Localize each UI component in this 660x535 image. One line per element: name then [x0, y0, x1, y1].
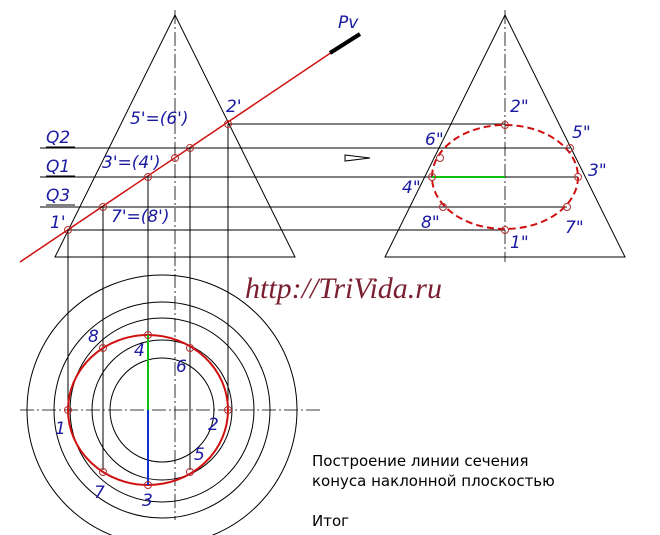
label: 5" [572, 123, 591, 143]
label: 1 [55, 419, 66, 439]
label: 7" [565, 218, 584, 238]
label: 3'=(4') [102, 153, 161, 173]
label: 1' [50, 213, 66, 233]
label: Q2 [46, 128, 70, 148]
caption: Итог [312, 512, 349, 530]
label: 7'=(8') [111, 207, 170, 227]
watermark: http://TriVida.ru [245, 272, 442, 305]
label: 5 [194, 445, 205, 465]
label: Pv [338, 13, 359, 33]
points [64, 120, 582, 489]
base-circles [26, 274, 298, 535]
label: 1" [510, 233, 529, 253]
arrow [344, 154, 371, 162]
label: 2 [208, 415, 219, 435]
label: 8 [88, 327, 99, 347]
label: 2" [510, 97, 529, 117]
caption: Построение линии сечения [312, 452, 528, 470]
label: 5'=(6') [130, 109, 189, 129]
label: 3" [588, 161, 607, 181]
label: 4 [134, 341, 145, 361]
label: Q1 [46, 157, 70, 177]
label: 4" [402, 178, 421, 198]
label: 6 [176, 357, 187, 377]
label: 7 [94, 483, 105, 503]
label: 8" [421, 213, 440, 233]
plane-trace [328, 32, 362, 55]
caption: конуса наклонной плоскостью [312, 472, 555, 490]
label: 6" [425, 130, 444, 150]
label: 2' [226, 97, 242, 117]
section-ellipse [431, 124, 579, 230]
label: 3 [142, 491, 153, 511]
projection-lines [40, 123, 578, 470]
label: Q3 [46, 186, 70, 206]
